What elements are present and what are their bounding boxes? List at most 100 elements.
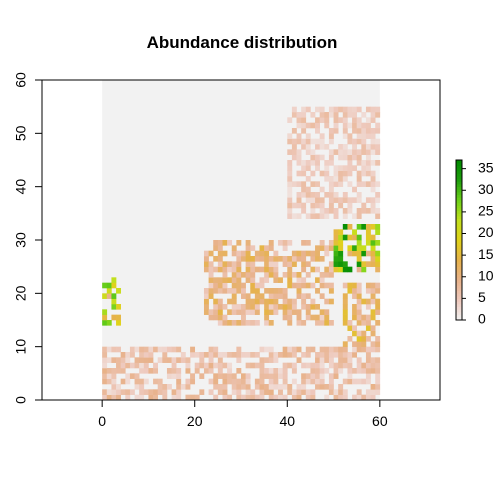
raster-cell	[310, 154, 316, 161]
raster-cell	[250, 272, 256, 278]
raster-cell	[328, 389, 334, 395]
raster-cell	[102, 373, 108, 379]
raster-cell	[213, 309, 219, 315]
raster-cell	[231, 378, 237, 385]
raster-cell	[273, 368, 279, 374]
raster-cell	[310, 250, 316, 257]
raster-cell	[333, 261, 339, 267]
colorbar-swatch	[456, 216, 462, 220]
raster-cell	[185, 378, 191, 385]
raster-cell	[125, 378, 131, 385]
raster-cell	[375, 288, 381, 294]
raster-cell	[370, 250, 376, 257]
raster-cell	[305, 149, 311, 155]
raster-cell	[287, 138, 293, 145]
raster-cell	[333, 208, 339, 214]
raster-cell	[301, 304, 307, 310]
raster-cell	[305, 138, 311, 145]
colorbar-tick-label: 30	[478, 181, 494, 197]
raster-cell	[231, 272, 237, 278]
colorbar-swatch	[456, 285, 462, 289]
raster-cell	[375, 256, 381, 262]
raster-cell	[370, 368, 376, 374]
raster-cell	[287, 384, 293, 390]
raster-cell	[352, 229, 357, 235]
raster-cell	[352, 304, 357, 310]
raster-cell	[370, 325, 376, 331]
raster-cell	[134, 378, 140, 385]
raster-cell	[278, 394, 283, 401]
raster-cell	[301, 261, 307, 267]
raster-cell	[259, 282, 265, 289]
colorbar-swatch	[456, 298, 462, 302]
raster-cell	[231, 304, 237, 310]
raster-cell	[153, 346, 158, 353]
raster-cell	[287, 192, 293, 198]
raster-cell	[231, 298, 237, 305]
raster-cell	[222, 389, 228, 395]
raster-cell	[116, 320, 121, 326]
raster-cell	[301, 170, 307, 177]
raster-cell	[268, 293, 274, 299]
raster-cell	[375, 197, 381, 203]
raster-cell	[296, 282, 302, 289]
raster-cell	[157, 384, 163, 390]
raster-cell	[315, 357, 320, 363]
raster-cell	[375, 192, 381, 198]
raster-cell	[375, 384, 381, 390]
raster-cell	[356, 160, 362, 166]
raster-cell	[222, 384, 228, 390]
raster-cell	[315, 138, 320, 145]
raster-cell	[347, 282, 353, 289]
raster-cell	[301, 373, 307, 379]
raster-cell	[365, 320, 371, 326]
raster-cell	[236, 394, 242, 401]
raster-cell	[375, 346, 381, 353]
raster-cell	[273, 378, 279, 385]
raster-cell	[278, 384, 283, 390]
raster-cell	[287, 160, 293, 166]
raster-cell	[296, 149, 302, 155]
raster-cell	[338, 240, 344, 246]
raster-cell	[333, 106, 339, 113]
raster-cell	[143, 352, 149, 358]
colorbar-swatch	[456, 301, 462, 305]
raster-cell	[102, 368, 108, 374]
raster-cell	[361, 266, 367, 273]
raster-cell	[185, 384, 191, 390]
raster-cell	[301, 384, 307, 390]
raster-cell	[370, 197, 376, 203]
raster-cell	[282, 362, 288, 369]
raster-cell	[301, 192, 307, 198]
raster-cell	[162, 389, 168, 395]
raster-cell	[370, 176, 376, 182]
raster-cell	[338, 149, 344, 155]
colorbar-frame	[455, 159, 463, 321]
raster-cell	[356, 309, 362, 315]
raster-cell	[268, 240, 274, 246]
raster-cell	[301, 160, 307, 166]
raster-cell	[264, 245, 270, 251]
raster-cell	[129, 352, 135, 358]
raster-cell	[287, 320, 293, 326]
raster-cell	[291, 298, 297, 305]
raster-cell	[352, 346, 357, 353]
raster-cell	[111, 314, 117, 321]
raster-cell	[222, 320, 228, 326]
raster-cell	[352, 138, 357, 145]
raster-cell	[254, 309, 260, 315]
raster-cell	[203, 288, 209, 294]
raster-cell	[287, 261, 293, 267]
raster-cell	[361, 122, 367, 129]
raster-cell	[375, 378, 381, 385]
raster-cell	[342, 133, 348, 139]
raster-cell	[231, 266, 237, 273]
raster-cell	[217, 389, 223, 395]
x-tick-label: 0	[98, 413, 106, 429]
raster-cell	[236, 261, 242, 267]
raster-cell	[347, 224, 353, 230]
raster-cell	[259, 378, 265, 385]
raster-cell	[287, 240, 293, 246]
raster-cell	[199, 389, 205, 395]
raster-cell	[236, 378, 242, 385]
